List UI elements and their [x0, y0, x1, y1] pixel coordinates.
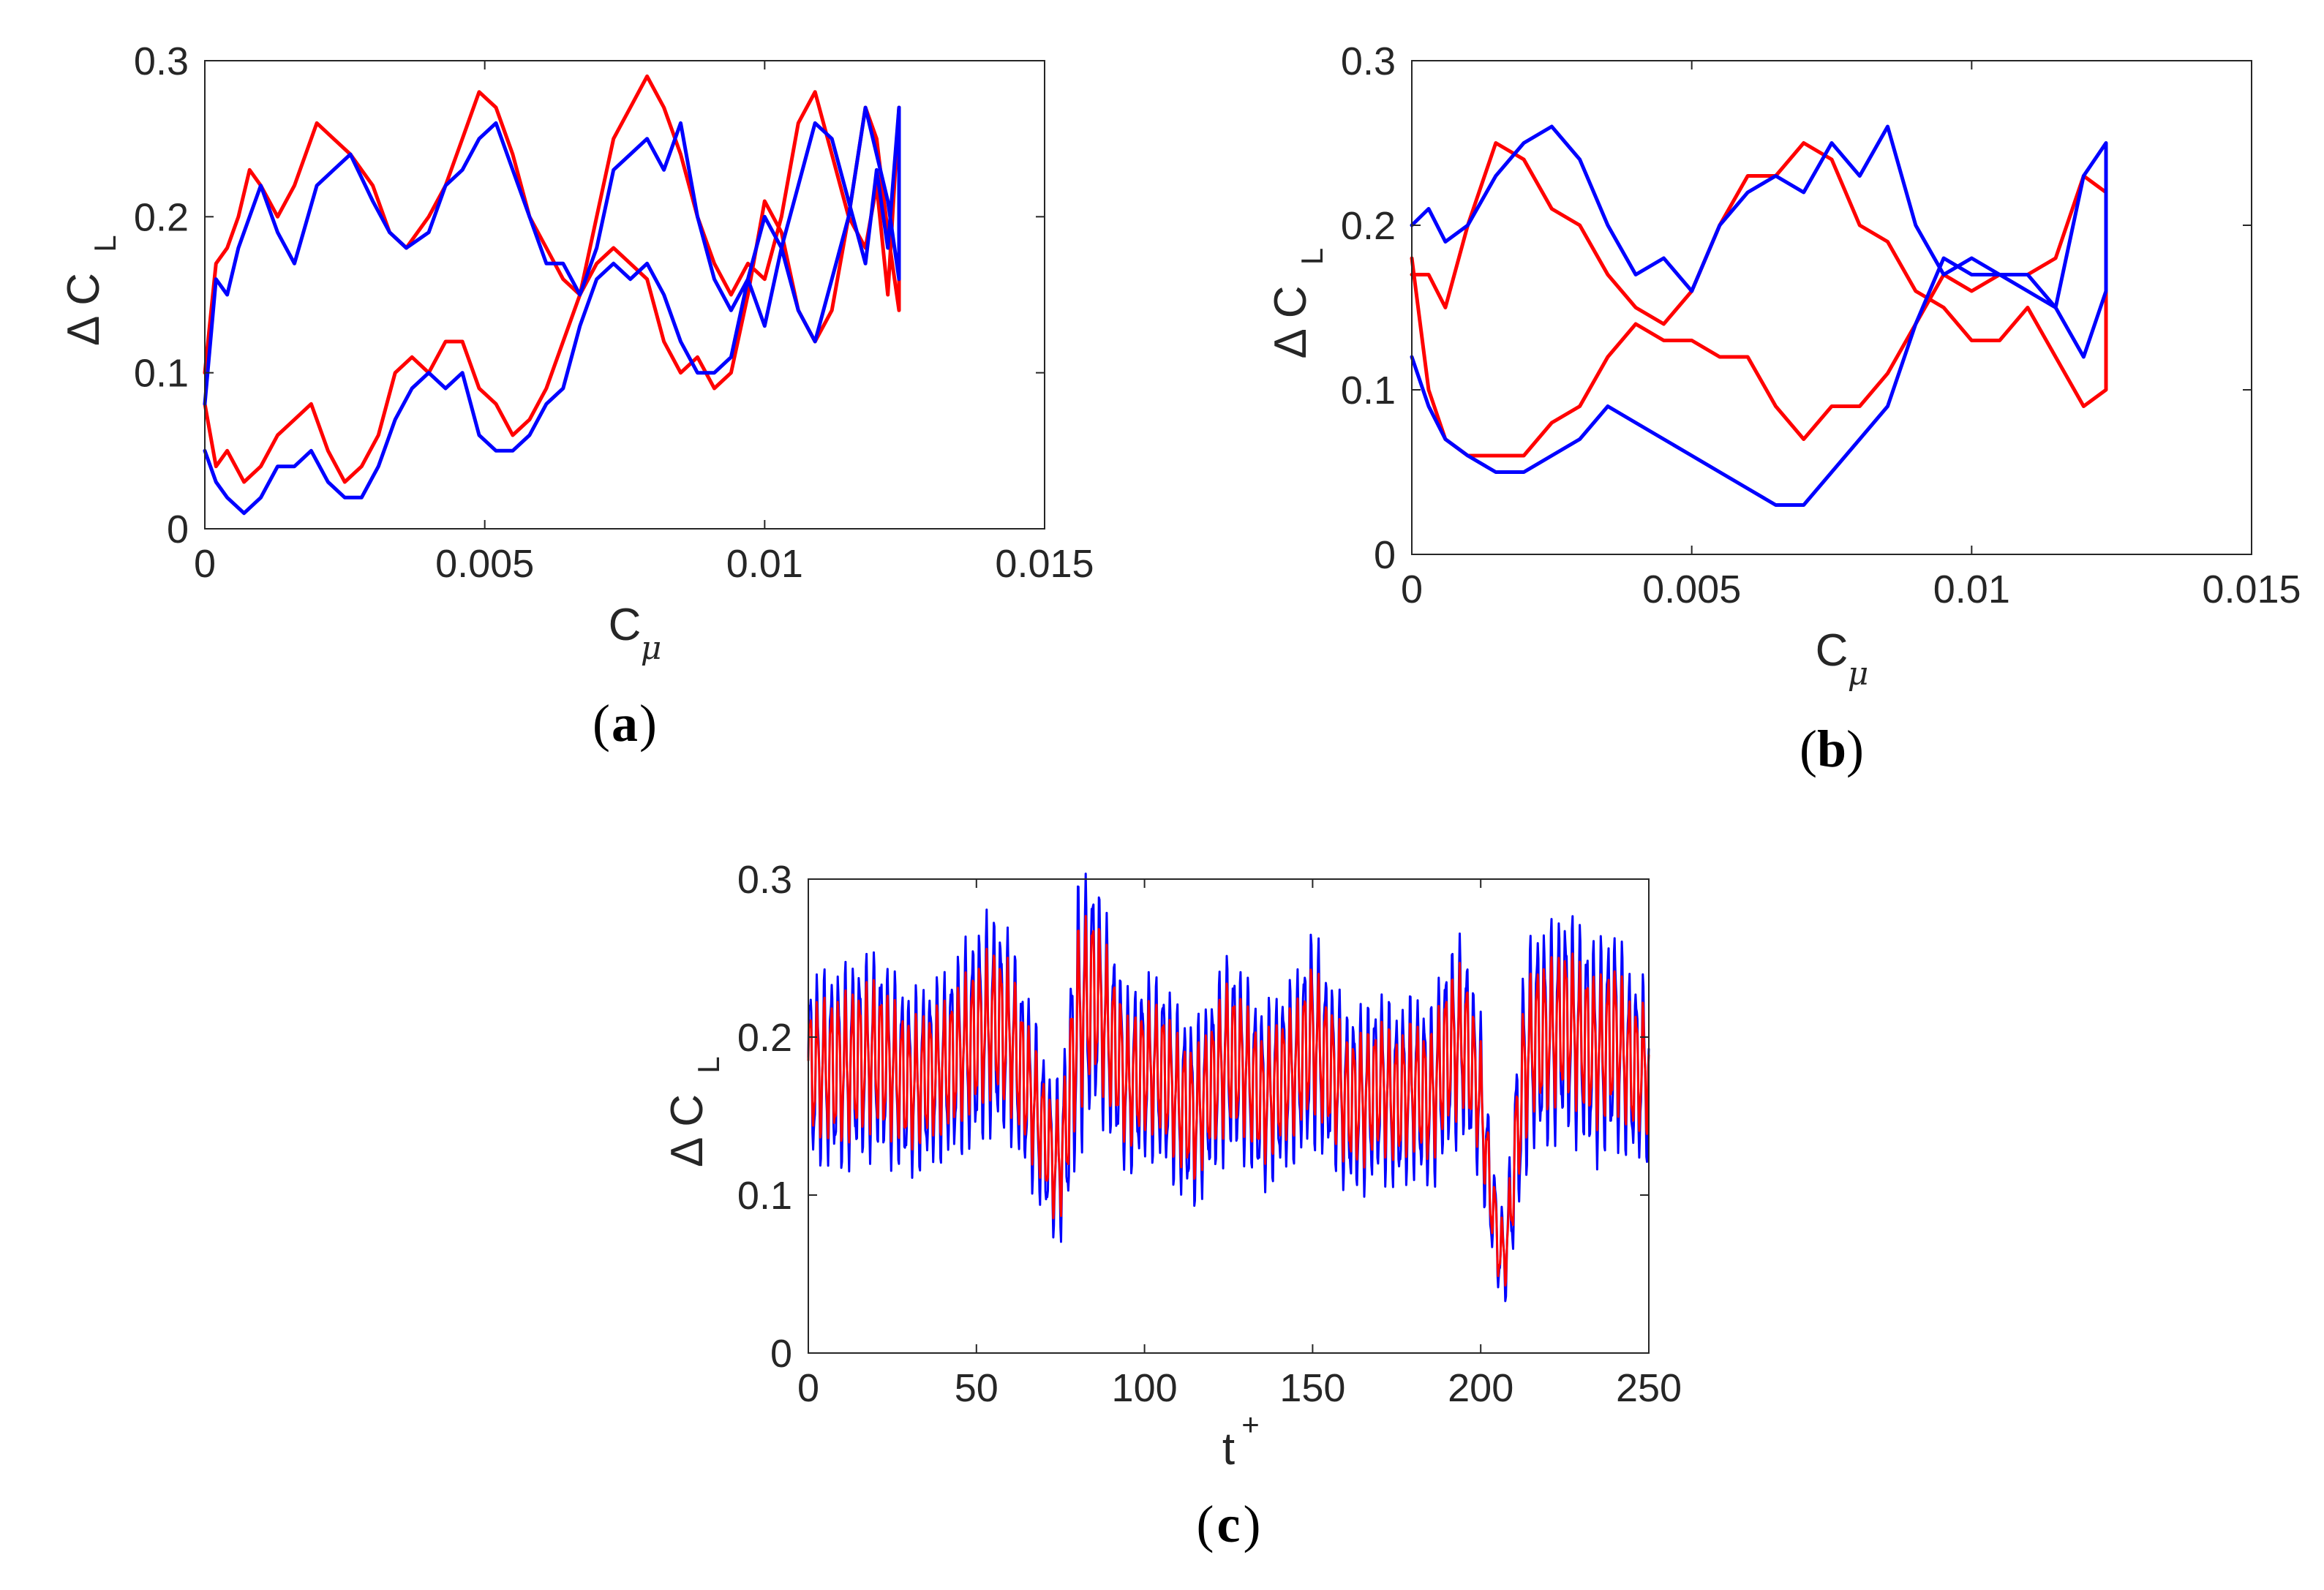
- panel-a-caption-open: (: [593, 694, 610, 753]
- panel-c-caption-close: ): [1244, 1495, 1261, 1553]
- x-tick-label: 0: [194, 542, 216, 586]
- x-tick-label: 0.005: [1642, 568, 1741, 611]
- x-tick-label: 0: [797, 1366, 819, 1410]
- panel-c-ticks: 0 50 100 150 200 250 0 0.1 0.2 0.3: [737, 858, 1682, 1410]
- x-tick-label: 50: [955, 1366, 999, 1410]
- y-tick-label: 0: [167, 508, 189, 551]
- panel-c-xlabel-superscript: +: [1241, 1407, 1260, 1442]
- panel-c-axes-frame: [808, 878, 1650, 1354]
- panel-c-caption: c: [1217, 1495, 1241, 1553]
- y-tick-label: 0.2: [1341, 204, 1396, 248]
- panel-c-xlabel: t: [1222, 1424, 1235, 1474]
- x-tick-label: 0.015: [2202, 568, 2301, 611]
- series-line-blue: [1410, 124, 2108, 507]
- panel-a-ylabel-subscript: L: [88, 235, 122, 252]
- panel-b-caption-close: ): [1846, 720, 1864, 778]
- y-tick-label: 0.3: [737, 858, 792, 902]
- panel-a-axes-frame: [204, 60, 1045, 530]
- panel-a-xlabel-subscript: μ: [641, 630, 662, 667]
- panel-b-caption: b: [1817, 720, 1846, 778]
- y-tick-label: 0.3: [1341, 39, 1396, 83]
- panel-a-xlabel: C: [609, 600, 642, 650]
- panel-b-xlabel: C: [1816, 625, 1849, 676]
- panel-b-caption-open: (: [1800, 720, 1817, 778]
- panel-b-series: [1410, 124, 2108, 507]
- x-tick-label: 200: [1448, 1366, 1513, 1410]
- panel-b-axes-frame: [1411, 60, 2252, 555]
- y-tick-label: 0.1: [1341, 369, 1396, 412]
- y-tick-label: 0.2: [134, 195, 189, 239]
- x-tick-label: 250: [1616, 1366, 1682, 1410]
- x-tick-label: 0.015: [995, 542, 1094, 586]
- x-tick-label: 0.01: [726, 542, 803, 586]
- panel-b-xlabel-subscript: μ: [1848, 655, 1869, 693]
- y-tick-label: 0.1: [134, 352, 189, 396]
- panel-a-ylabel: Δ C: [59, 273, 109, 346]
- panel-c-caption-open: (: [1197, 1495, 1214, 1553]
- x-tick-label: 100: [1112, 1366, 1178, 1410]
- panel-c-ylabel: Δ C: [662, 1094, 712, 1167]
- panel-c-series: [807, 873, 1650, 1303]
- panel-c-ylabel-subscript: L: [691, 1056, 726, 1073]
- panel-b-ylabel: Δ C: [1266, 286, 1316, 359]
- y-tick-label: 0.1: [737, 1174, 792, 1218]
- panel-b-ylabel-subscript: L: [1295, 248, 1329, 265]
- panel-a-caption-close: ): [639, 694, 657, 753]
- x-tick-label: 150: [1279, 1366, 1345, 1410]
- panel-a-caption: a: [612, 694, 638, 753]
- y-tick-label: 0: [770, 1332, 792, 1376]
- y-tick-label: 0.3: [134, 39, 189, 83]
- y-tick-label: 0.2: [737, 1016, 792, 1060]
- x-tick-label: 0: [1401, 568, 1423, 611]
- series-line-red: [807, 915, 1650, 1287]
- panel-a-series: [203, 74, 901, 516]
- series-line-blue: [203, 105, 901, 516]
- panel-a-ticks: 0 0.005 0.01 0.015 0 0.1 0.2 0.3: [134, 39, 1094, 586]
- x-tick-label: 0.01: [1933, 568, 2010, 611]
- panel-b-ticks: 0 0.005 0.01 0.015 0 0.1 0.2 0.3: [1341, 39, 2301, 611]
- x-tick-label: 0.005: [435, 542, 534, 586]
- y-tick-label: 0: [1374, 533, 1396, 577]
